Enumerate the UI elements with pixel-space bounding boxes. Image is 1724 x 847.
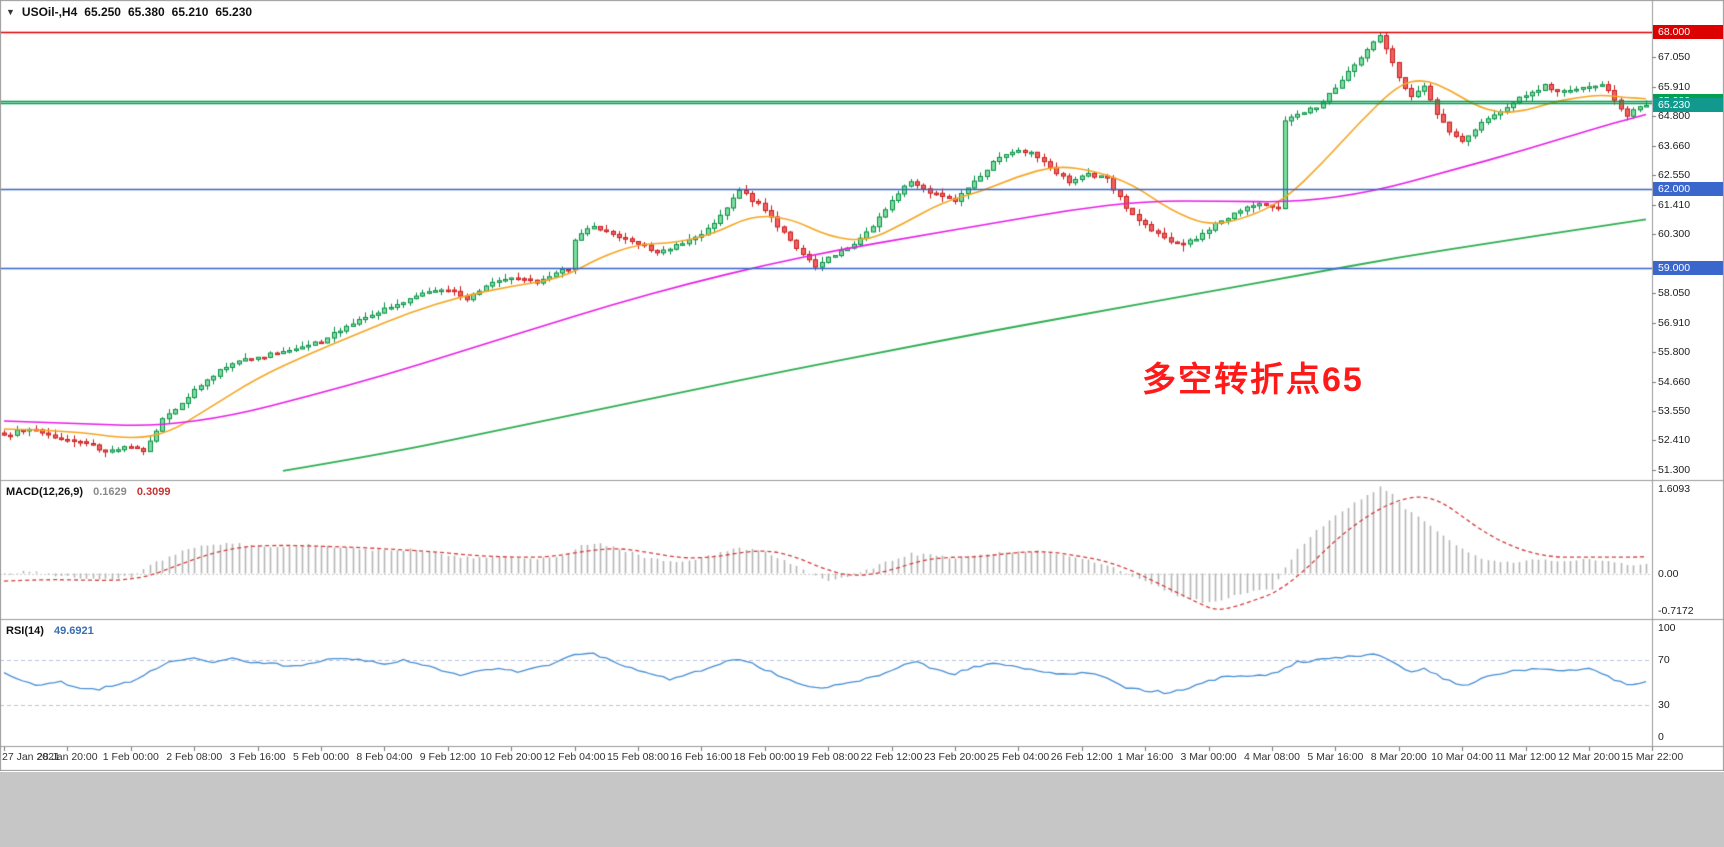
macd-signal-value: 0.3099 — [136, 486, 171, 498]
price-tick-label: 54.660 — [1658, 375, 1691, 388]
price-tick-label: 60.300 — [1658, 227, 1691, 240]
macd-indicator-label: MACD(12,26,9) 0.1629 0.3099 — [6, 486, 170, 498]
time-axis-label: 10 Mar 04:00 — [1431, 751, 1494, 763]
time-axis-label: 27 Jan 2021 — [2, 751, 60, 763]
time-axis-label: 15 Feb 08:00 — [606, 751, 669, 763]
chart-annotation-text: 多空转折点65 — [1142, 361, 1364, 399]
time-axis-label: 16 Feb 16:00 — [670, 751, 733, 763]
time-axis-label: 9 Feb 12:00 — [419, 751, 476, 763]
price-tick-label: 63.660 — [1658, 139, 1691, 152]
rsi-tick-label: 30 — [1658, 698, 1670, 711]
price-tick-label: 67.050 — [1658, 50, 1691, 63]
bottom-gray-strip — [0, 772, 1724, 847]
price-tick-label: 64.800 — [1658, 109, 1691, 122]
time-axis-label: 4 Mar 08:00 — [1243, 751, 1300, 763]
time-axis-label: 1 Mar 16:00 — [1117, 751, 1174, 763]
rsi-tick-label: 100 — [1658, 622, 1676, 634]
rsi-name: RSI(14) — [6, 625, 44, 637]
time-axis-label: 10 Feb 20:00 — [480, 751, 543, 763]
time-axis-label: 1 Feb 00:00 — [102, 751, 159, 763]
time-axis-label: 28 Jan 20:00 — [36, 751, 98, 763]
quote-close: 65.230 — [215, 5, 253, 19]
time-axis-label: 3 Mar 00:00 — [1180, 751, 1237, 763]
macd-name: MACD(12,26,9) — [6, 486, 84, 498]
hline-price-badge: 68.000 — [1653, 25, 1723, 39]
time-axis-label: 5 Mar 16:00 — [1307, 751, 1364, 763]
price-tick-label: 56.910 — [1658, 316, 1691, 329]
current-price-badge: 65.230 — [1653, 97, 1723, 112]
macd-main-value: 0.1629 — [93, 486, 127, 498]
price-tick-label: 55.800 — [1658, 345, 1691, 358]
time-axis-label: 15 Mar 22:00 — [1621, 751, 1684, 763]
quote-high: 65.380 — [127, 5, 165, 19]
macd-tick-label: 1.6093 — [1658, 483, 1691, 495]
time-axis-label: 11 Mar 12:00 — [1495, 751, 1557, 763]
time-axis-label: 3 Feb 16:00 — [229, 751, 286, 763]
price-tick-label: 53.550 — [1658, 404, 1691, 417]
macd-tick-label: 0.00 — [1658, 567, 1679, 580]
macd-tick-label: -0.7172 — [1658, 605, 1694, 617]
time-axis-label: 12 Feb 04:00 — [543, 751, 606, 763]
price-tick-label: 61.410 — [1658, 198, 1691, 211]
time-axis-label: 2 Feb 08:00 — [166, 751, 223, 763]
rsi-tick-label: 0 — [1658, 731, 1664, 743]
chart-canvas[interactable] — [0, 0, 1724, 771]
price-tick-label: 51.300 — [1658, 463, 1691, 476]
price-tick-label: 58.050 — [1658, 286, 1691, 299]
time-axis-label: 26 Feb 12:00 — [1050, 751, 1113, 763]
quote-open: 65.250 — [84, 5, 121, 19]
time-axis-label: 22 Feb 12:00 — [860, 751, 923, 763]
quote-bar: ▼ USOil-,H4 65.250 65.380 65.210 65.230 — [6, 5, 252, 19]
collapse-chart-button[interactable]: ▼ — [6, 7, 15, 17]
price-tick-label: 62.550 — [1658, 168, 1691, 181]
time-axis-label: 18 Feb 00:00 — [733, 751, 796, 763]
time-axis-label: 5 Feb 00:00 — [292, 751, 350, 763]
rsi-tick-label: 70 — [1658, 654, 1670, 667]
price-tick-label: 65.910 — [1658, 80, 1691, 93]
time-axis-label: 19 Feb 08:00 — [797, 751, 860, 763]
price-tick-label: 52.410 — [1658, 434, 1691, 447]
time-axis-label: 23 Feb 20:00 — [923, 751, 986, 763]
time-axis-label: 8 Feb 04:00 — [356, 751, 413, 763]
rsi-indicator-label: RSI(14) 49.6921 — [6, 625, 94, 637]
time-axis-label: 12 Mar 20:00 — [1557, 751, 1620, 763]
time-axis-label: 8 Mar 20:00 — [1370, 751, 1427, 763]
time-axis-label: 25 Feb 04:00 — [987, 751, 1050, 763]
quote-low: 65.210 — [171, 5, 209, 19]
symbol-period-label: USOil-,H4 — [21, 5, 78, 19]
hline-price-badge: 62.000 — [1653, 182, 1723, 197]
hline-price-badge: 59.000 — [1653, 260, 1723, 275]
rsi-value: 49.6921 — [53, 625, 94, 637]
